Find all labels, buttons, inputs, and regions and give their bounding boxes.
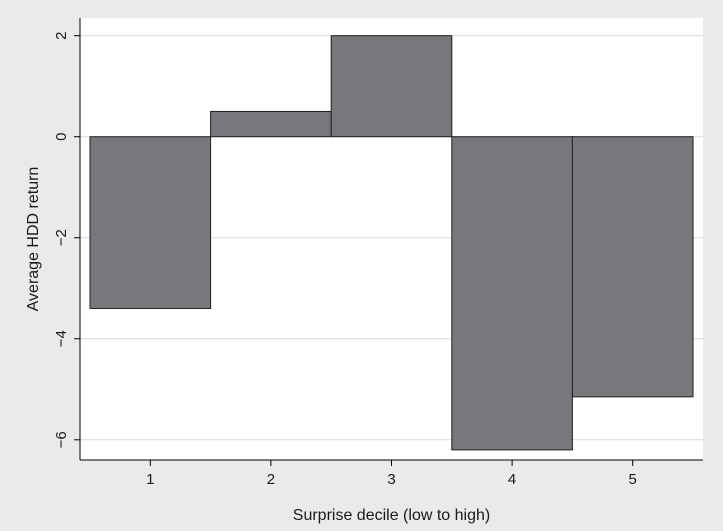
y-tick-label: −6 xyxy=(53,431,70,448)
bar xyxy=(210,110,332,138)
x-tick-label: 1 xyxy=(146,471,154,488)
x-tick-label: 4 xyxy=(508,471,516,488)
y-tick-label: 2 xyxy=(53,32,70,40)
y-tick-label: −2 xyxy=(53,229,70,246)
bar xyxy=(330,35,453,138)
y-tick-label: −4 xyxy=(53,330,70,347)
y-tick-label: 0 xyxy=(53,133,70,141)
y-axis-title: Average HDD return xyxy=(25,167,42,312)
x-tick-label: 2 xyxy=(267,471,275,488)
x-axis-title: Surprise decile (low to high) xyxy=(293,507,490,524)
bars xyxy=(89,35,694,451)
y-axis-ticks: 2 0 −2 −4 −6 xyxy=(53,32,80,448)
bar xyxy=(571,136,694,398)
bar xyxy=(451,136,573,451)
bar xyxy=(89,136,212,309)
x-tick-label: 5 xyxy=(629,471,637,488)
x-tick-label: 3 xyxy=(387,471,395,488)
x-axis-ticks: 1 2 3 4 5 xyxy=(146,460,637,488)
